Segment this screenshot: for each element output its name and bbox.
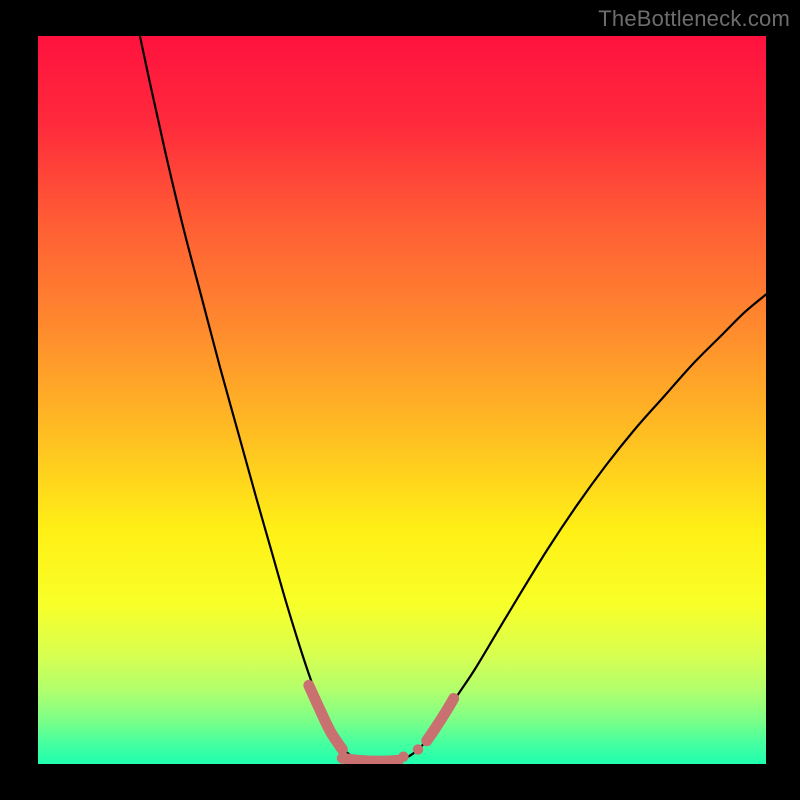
bottleneck-curve-chart (38, 36, 766, 764)
chart-background (38, 36, 766, 764)
viewport: TheBottleneck.com (0, 0, 800, 800)
overlay-marker-dot-1 (413, 744, 423, 754)
overlay-marker-segment-1 (342, 758, 398, 761)
chart-area (38, 36, 766, 764)
watermark-text: TheBottleneck.com (598, 6, 790, 32)
overlay-marker-dot-0 (398, 752, 408, 762)
